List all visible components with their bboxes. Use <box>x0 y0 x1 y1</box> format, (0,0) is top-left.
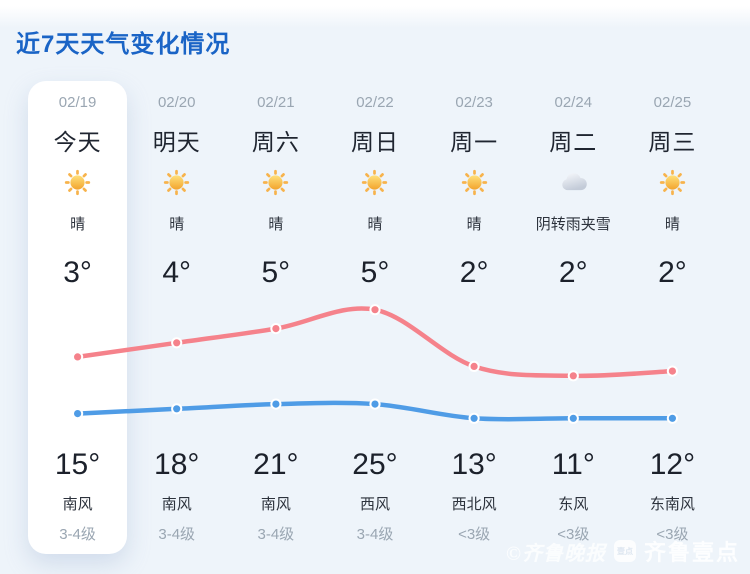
sun-icon <box>461 169 488 196</box>
temp-top: 4° <box>162 256 192 289</box>
wind-level: 3-4级 <box>59 526 96 543</box>
chart-area-spacer <box>623 299 722 441</box>
chart-area-spacer <box>425 299 524 441</box>
condition-label: 晴 <box>268 215 284 233</box>
wind-direction: 西风 <box>359 495 390 513</box>
chart-area-spacer <box>524 299 623 441</box>
temp-bottom: 12° <box>649 448 696 481</box>
temp-bottom: 18° <box>154 448 200 481</box>
temp-bottom: 21° <box>253 448 299 481</box>
day-name: 周六 <box>251 129 300 155</box>
wind-level: 3-4级 <box>356 526 394 543</box>
temp-top: 5° <box>360 256 390 289</box>
chart-area-spacer <box>127 299 226 441</box>
sun-icon <box>361 169 388 196</box>
qilu-yidian-brand: 齐鲁壹点 <box>643 540 740 565</box>
condition-label: 晴 <box>664 215 680 233</box>
temp-top: 3° <box>63 256 92 289</box>
sun-icon <box>163 169 190 196</box>
wind-direction: 南风 <box>161 495 192 513</box>
wind-level: <3级 <box>656 526 689 543</box>
temp-top: 2° <box>658 256 687 289</box>
condition-label: 晴 <box>367 215 383 233</box>
day-column[interactable]: 02/19 今天 <box>28 81 128 554</box>
date-label: 02/23 <box>455 93 493 111</box>
wind-direction: 东南风 <box>649 495 695 513</box>
day-name: 明天 <box>152 129 201 155</box>
date-label: 02/20 <box>157 93 196 111</box>
wind-level: <3级 <box>458 526 491 543</box>
day-column[interactable]: 02/23 周一 <box>425 81 524 554</box>
date-label: 02/25 <box>653 93 692 111</box>
sun-icon <box>659 169 686 196</box>
wind-direction: 西北风 <box>451 495 497 513</box>
condition-label: 晴 <box>466 215 482 233</box>
chart-area-spacer <box>226 299 325 441</box>
sun-icon <box>64 169 91 196</box>
day-column[interactable]: 02/22 周日 <box>325 81 424 554</box>
yidian-badge-icon: 壹点 <box>613 540 636 562</box>
day-name: 今天 <box>53 129 102 155</box>
wind-direction: 南风 <box>260 495 291 513</box>
temp-bottom: 15° <box>54 448 101 481</box>
temp-bottom: 25° <box>352 448 398 481</box>
condition-label: 晴 <box>169 215 185 233</box>
temp-bottom: 11° <box>551 448 595 481</box>
qilu-evening-news-seal: ©齐鲁晚报 <box>506 542 606 565</box>
day-name: 周三 <box>648 129 697 155</box>
date-label: 02/22 <box>356 93 394 111</box>
day-name: 周二 <box>549 129 598 155</box>
day-column[interactable]: 02/25 周三 <box>623 81 722 554</box>
forecast-board: 02/19 今天 <box>28 81 722 554</box>
chart-area-spacer <box>28 299 127 441</box>
day-column[interactable]: 02/21 周六 <box>226 81 325 554</box>
temp-top: 2° <box>459 256 489 289</box>
day-column[interactable]: 02/20 明天 <box>127 81 226 554</box>
date-label: 02/21 <box>257 93 295 111</box>
wind-direction: 南风 <box>62 495 93 513</box>
wind-direction: 东风 <box>558 495 589 513</box>
sun-icon <box>262 169 289 196</box>
cloud-icon <box>559 171 588 193</box>
day-name: 周一 <box>450 129 499 155</box>
date-label: 02/24 <box>554 93 593 111</box>
wind-level: <3级 <box>557 526 590 543</box>
temp-bottom: 13° <box>451 448 497 481</box>
wind-level: 3-4级 <box>257 526 295 543</box>
chart-area-spacer <box>325 299 424 441</box>
condition-label: 晴 <box>70 215 86 233</box>
wind-level: 3-4级 <box>158 526 196 543</box>
condition-label: 阴转雨夹雪 <box>535 215 611 233</box>
temp-top: 2° <box>558 256 588 289</box>
page-title: 近7天天气变化情况 <box>16 31 231 58</box>
watermark: ©齐鲁晚报 壹点 齐鲁壹点 <box>506 535 740 567</box>
temp-top: 5° <box>261 256 291 289</box>
date-label: 02/19 <box>58 93 97 111</box>
day-name: 周日 <box>350 129 399 155</box>
day-column[interactable]: 02/24 周二 <box>524 81 623 554</box>
